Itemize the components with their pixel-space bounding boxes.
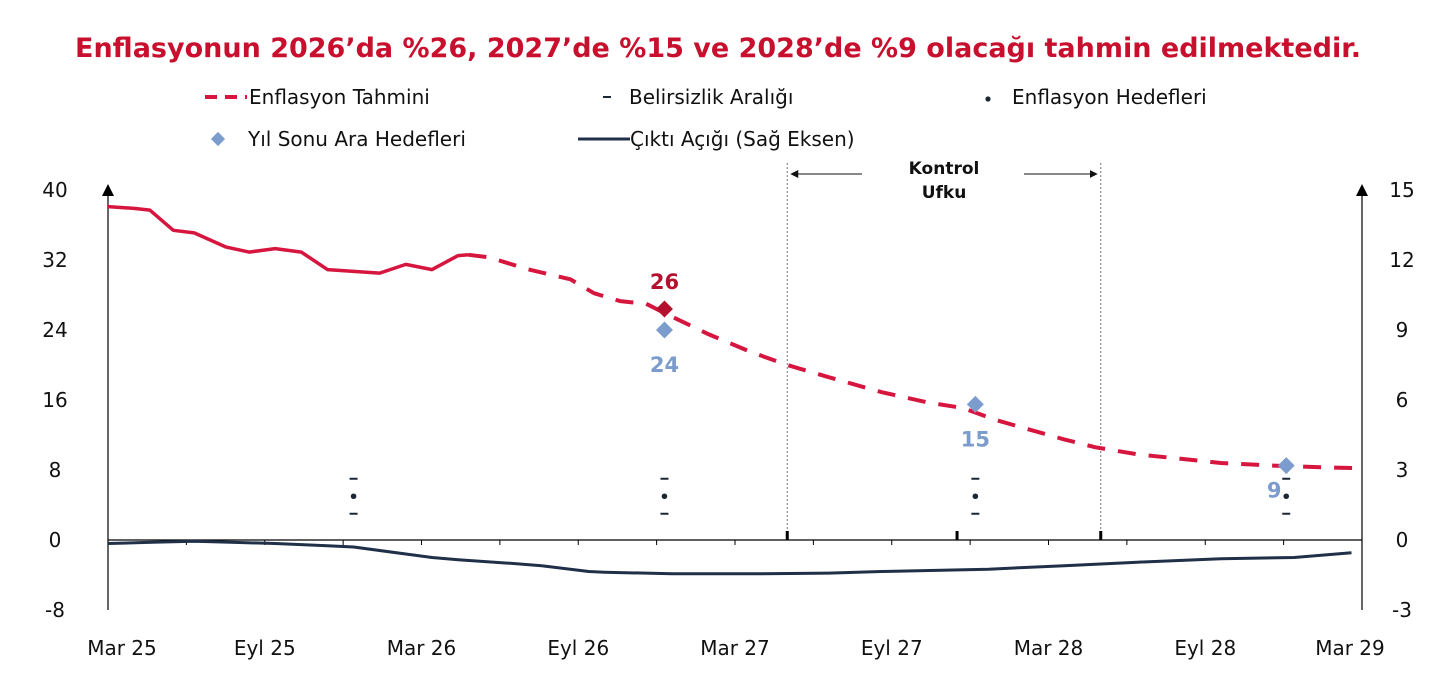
forecast-year-end-label: 26: [650, 270, 679, 294]
horizon-label-line1: Kontrol: [909, 159, 980, 179]
right-tick-label: -3: [1392, 598, 1412, 622]
inflation-target-dot: [350, 493, 357, 500]
legend-item-4: Yıl Sonu Ara Hedefleri: [210, 127, 466, 151]
legend-item-2: Belirsizlik Aralığı: [603, 85, 793, 109]
x-tick-label: Mar 25: [87, 636, 157, 660]
right-tick-label: 12: [1389, 248, 1414, 272]
x-tick-label: Eyl 26: [547, 636, 609, 660]
left-tick-label: 24: [42, 318, 67, 342]
left-tick-label: 0: [49, 528, 62, 552]
right-tick-label: 3: [1396, 458, 1409, 482]
legend-swatch-dot: [985, 96, 991, 102]
left-tick-label: 40: [42, 178, 67, 202]
axes: 40 32 24 16 8 0 -8 15 12 9 6 3 0 -3 Mar 25 Eyl 25 Mar 26…: [42, 178, 1414, 660]
legend-item-3: Enflasyon Hedefleri: [985, 85, 1207, 109]
interim-target-marker: [966, 395, 984, 413]
horizon-label-line2: Ufku: [922, 183, 967, 203]
plot-area: 26 24 15 9: [107, 204, 1363, 576]
right-axis-arrow: [1356, 184, 1368, 196]
left-axis-arrow: [102, 184, 114, 196]
x-tick-label: Mar 28: [1014, 636, 1084, 660]
legend-item-1: Enflasyon Tahmini: [205, 85, 430, 109]
inflation-target-dot: [972, 493, 979, 500]
output-gap-line: [107, 539, 1352, 576]
legend-label: Belirsizlik Aralığı: [629, 85, 793, 109]
legend: Enflasyon Tahmini Belirsizlik Aralığı Enfl…: [205, 85, 1207, 151]
x-tick-label: Eyl 25: [234, 636, 296, 660]
right-tick-label: 6: [1396, 388, 1409, 412]
x-tick-label: Eyl 28: [1174, 636, 1236, 660]
x-tick-label: Mar 26: [387, 636, 457, 660]
legend-item-5: Çıktı Açığı (Sağ Eksen): [578, 127, 855, 151]
inflation-actual-line: [107, 204, 469, 275]
legend-label: Enflasyon Hedefleri: [1012, 85, 1207, 109]
left-tick-label: 32: [42, 248, 67, 272]
x-tick-label: Mar 27: [700, 636, 770, 660]
interim-target-marker: [655, 321, 673, 339]
inflation-target-dot: [1283, 493, 1290, 500]
control-horizon: Kontrol Ufku: [786, 159, 1102, 538]
legend-label: Çıktı Açığı (Sağ Eksen): [630, 127, 855, 151]
interim-target-marker: [1277, 457, 1295, 475]
legend-swatch-diamond: [210, 131, 226, 147]
left-tick-label: 8: [49, 458, 62, 482]
chart-title: Enflasyonun 2026’da %26, 2027’de %15 ve …: [75, 33, 1361, 64]
x-tick-label: Mar 29: [1315, 636, 1385, 660]
forecast-year-end-marker: [655, 300, 673, 318]
legend-label: Yıl Sonu Ara Hedefleri: [247, 127, 466, 151]
inflation-forecast-line: [468, 252, 1363, 471]
legend-label: Enflasyon Tahmini: [249, 85, 430, 109]
interim-target-label: 9: [1267, 479, 1282, 503]
inflation-target-dot: [661, 493, 668, 500]
interim-target-label: 24: [650, 353, 679, 377]
left-tick-label: 16: [42, 388, 67, 412]
right-tick-label: 15: [1389, 178, 1414, 202]
x-tick-label: Eyl 27: [861, 636, 923, 660]
interim-target-label: 15: [961, 427, 990, 451]
left-tick-label: -8: [45, 598, 65, 622]
right-tick-label: 0: [1396, 528, 1409, 552]
right-tick-label: 9: [1396, 318, 1409, 342]
